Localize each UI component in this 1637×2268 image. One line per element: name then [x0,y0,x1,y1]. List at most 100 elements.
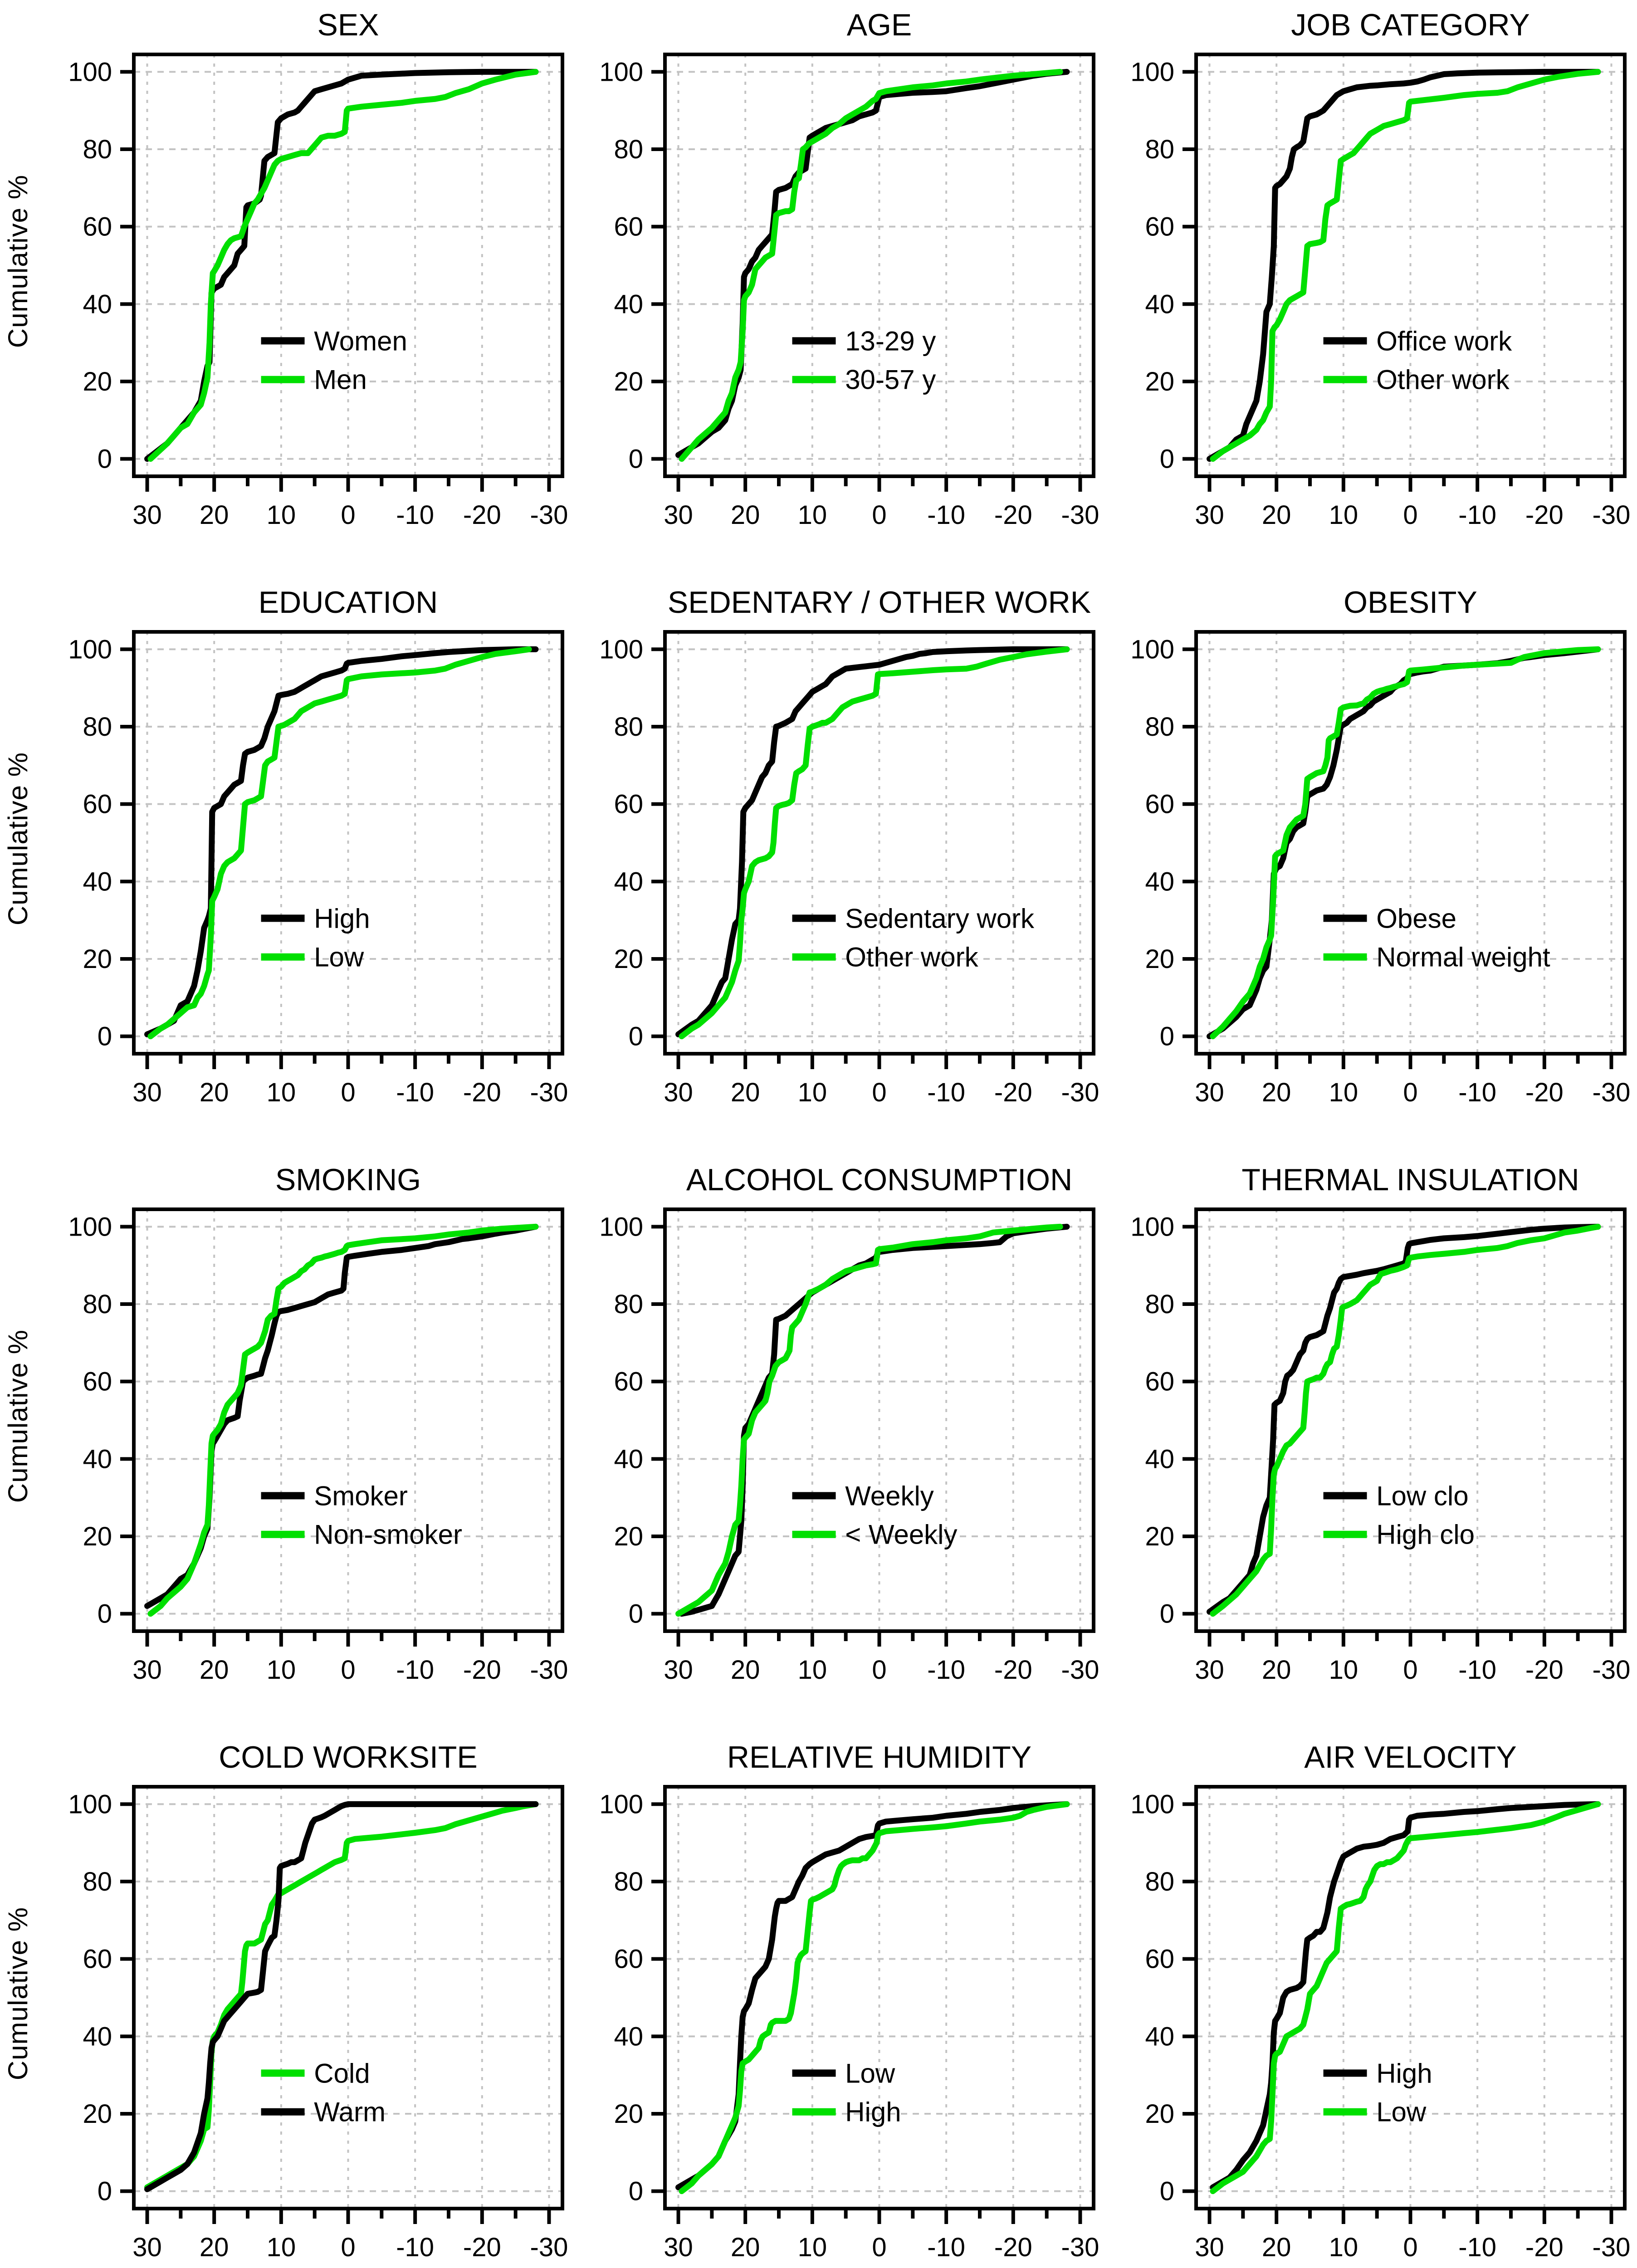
x-tick-label: 0 [872,1078,886,1107]
y-tick-label: 0 [98,445,112,474]
curve-cold [144,1801,539,2190]
y-tick-label: 100 [1130,635,1174,664]
x-tick-label: 10 [798,2233,827,2262]
legend-label-2: Other work [845,942,978,973]
y-tick-label: 40 [1145,867,1174,896]
x-tick-label: -20 [1525,500,1564,530]
y-tick-label: 40 [614,1444,643,1474]
y-tick-label: 80 [83,712,112,742]
y-tick-label: 40 [614,867,643,896]
y-tick-label: 80 [1145,1290,1174,1319]
y-tick-label: 80 [1145,1867,1174,1897]
y-tick-label: 100 [599,57,643,87]
panel-title: OBESITY [1344,585,1477,620]
y-tick-label: 20 [83,367,112,396]
x-tick-label: 20 [731,2233,760,2262]
x-tick-label: 0 [1403,2233,1417,2262]
plot-frame [1194,1207,1627,1633]
x-tick-label: 30 [664,2233,693,2262]
x-tick-label: 0 [1403,1655,1417,1685]
legend-label-2: 30-57 y [845,365,936,395]
y-tick-label: 20 [83,2099,112,2129]
x-tick-label: 10 [798,500,827,530]
panel-obesity: OBESITY 30 20 10 0 -10 -20 -30 0 20 40 60 80 100 Obese… [1105,577,1637,1155]
x-tick-label: -30 [1061,2233,1099,2262]
panel-sedentary-other-work: SEDENTARY / OTHER WORK 30 20 10 0 -10 -20 -30 0 2… [574,577,1105,1155]
x-tick-label: 10 [1329,500,1358,530]
x-tick-label: -10 [927,500,965,530]
legend-label-2: Non-smoker [314,1520,462,1550]
x-tick-label: 30 [1195,1078,1224,1107]
curve-low [147,646,532,1040]
y-axis-label-row-3: Cumulative % [0,1155,43,1732]
curve-13-29-y [675,68,1070,458]
panel-cold-worksite: COLD WORKSITE 30 20 10 0 -10 -20 -30 0 20 40 60 80 10… [43,1732,574,2268]
y-tick-label: 20 [83,944,112,974]
y-tick-label: 80 [614,712,643,742]
x-tick-label: 0 [1403,500,1417,530]
y-tick-label: 100 [1130,1212,1174,1242]
curve-office-work [1207,68,1601,462]
y-tick-label: 0 [1160,1599,1174,1629]
x-tick-label: -10 [396,1655,434,1685]
y-tick-label: 0 [629,445,643,474]
y-tick-label: 0 [1160,1022,1174,1051]
x-tick-label: 0 [341,1078,355,1107]
y-tick-label: 80 [614,135,643,164]
panel-sex: SEX 30 20 10 0 -10 -20 -30 0 20 40 60 80 100 Women Men [43,0,574,577]
x-tick-label: -30 [530,1078,568,1107]
x-tick-label: -10 [927,2233,965,2262]
x-tick-label: -30 [1061,1078,1099,1107]
y-tick-label: 60 [83,790,112,819]
y-tick-label: 40 [83,2022,112,2051]
plot-frame [663,53,1095,478]
y-tick-label: 100 [68,1212,112,1242]
x-tick-label: 30 [1195,1655,1224,1685]
x-tick-label: 30 [132,1078,162,1107]
x-tick-label: -20 [994,500,1032,530]
y-tick-label: 40 [1145,289,1174,319]
curve-sedentary-work [675,646,1070,1037]
panel-air-velocity: AIR VELOCITY 30 20 10 0 -10 -20 -30 0 20 40 60 80 100… [1105,1732,1637,2268]
x-tick-label: -20 [1525,2233,1564,2262]
x-tick-label: -10 [927,1655,965,1685]
x-tick-label: -10 [396,2233,434,2262]
legend-label-1: Low clo [1376,1481,1468,1511]
y-tick-label: 60 [614,790,643,819]
curve-30-57-y [679,68,1063,462]
y-tick-label: 40 [614,289,643,319]
curve-high [679,1801,1070,2195]
curve-low [1210,1801,1601,2195]
curve-obese [1207,646,1601,1040]
x-tick-label: -10 [1458,1078,1496,1107]
y-tick-label: 20 [1145,2099,1174,2129]
curve-low-clo [1207,1223,1601,1615]
x-tick-label: 20 [200,2233,229,2262]
panel-title: ALCOHOL CONSUMPTION [686,1163,1072,1197]
plot-frame [132,53,564,478]
x-tick-label: 0 [872,2233,886,2262]
panel-relative-humidity: RELATIVE HUMIDITY 30 20 10 0 -10 -20 -30 0 20 40 60… [574,1732,1105,2268]
x-tick-label: 20 [200,1655,229,1685]
x-tick-label: -20 [1525,1078,1564,1107]
x-tick-label: 10 [798,1078,827,1107]
y-tick-label: 0 [1160,2177,1174,2206]
panel-job-category: JOB CATEGORY 30 20 10 0 -10 -20 -30 0 20 40 60 80 100… [1105,0,1637,577]
y-tick-label: 20 [614,2099,643,2129]
x-tick-label: -20 [994,2233,1032,2262]
legend-label-1: Weekly [845,1481,934,1511]
y-tick-label: 20 [83,1522,112,1551]
y-tick-label: 100 [68,1789,112,1819]
y-tick-label: 80 [83,1290,112,1319]
plot-frame [1194,1785,1627,2210]
x-tick-label: -30 [1593,500,1631,530]
x-tick-label: -20 [463,500,501,530]
x-tick-label: 10 [267,500,296,530]
y-tick-label: 20 [1145,367,1174,396]
